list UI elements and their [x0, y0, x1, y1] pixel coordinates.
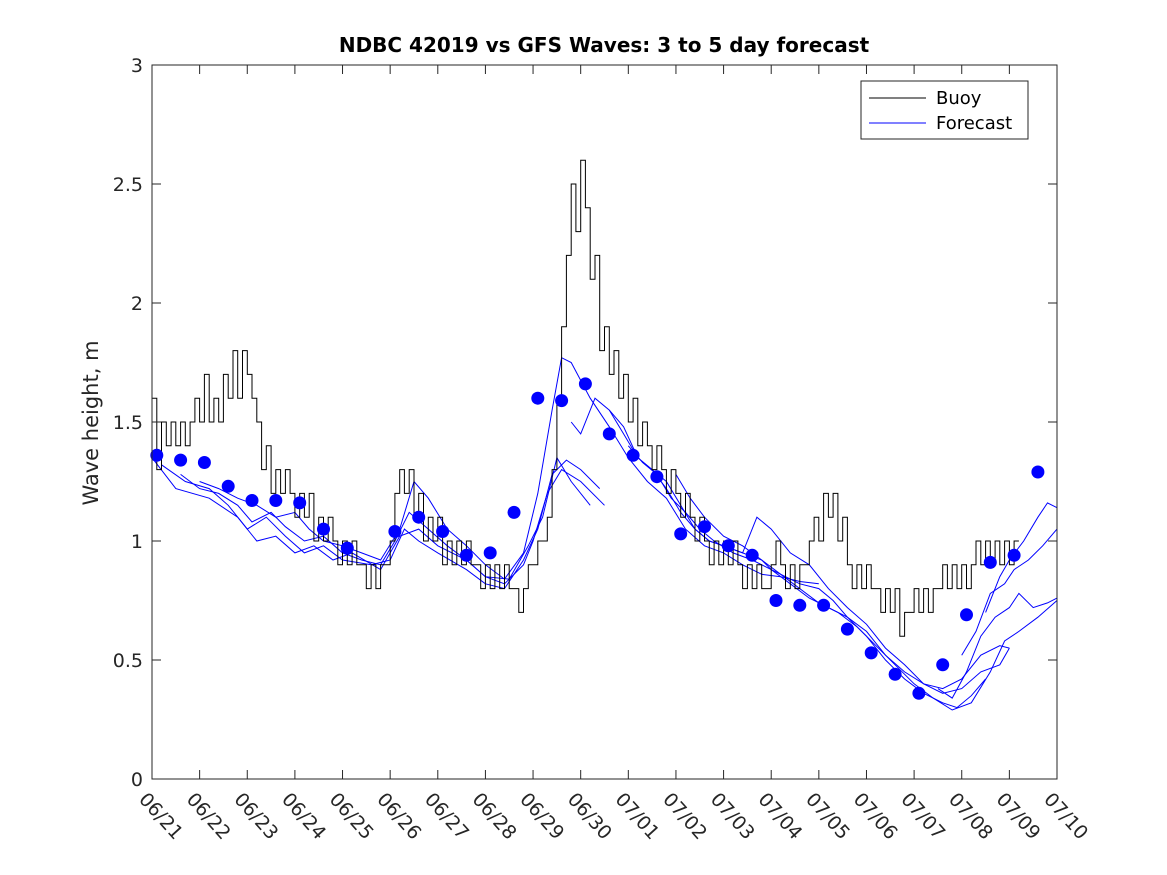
forecast-marker-17 [578, 377, 592, 391]
forecast-marker-10 [412, 510, 426, 524]
forecast-line-9 [961, 528, 1058, 656]
forecast-marker-2 [197, 456, 211, 469]
forecast-marker-9 [388, 525, 402, 538]
data-layer [150, 159, 1058, 711]
forecast-marker-34 [983, 555, 997, 569]
forecast-marker-7 [317, 522, 330, 536]
forecast-marker-14 [507, 505, 521, 519]
forecast-marker-0 [150, 448, 164, 462]
forecast-marker-8 [340, 541, 354, 555]
forecast-line-3 [199, 356, 819, 585]
y-tick-label-0: 0 [131, 769, 143, 791]
forecast-marker-24 [745, 548, 759, 562]
forecast-marker-19 [626, 448, 640, 462]
forecast-marker-1 [174, 453, 188, 467]
forecast-marker-5 [269, 494, 283, 507]
forecast-marker-13 [483, 546, 497, 560]
forecast-line-1 [161, 459, 601, 590]
forecast-marker-21 [674, 527, 688, 541]
forecast-marker-26 [793, 598, 807, 612]
forecast-marker-20 [650, 470, 664, 484]
forecast-marker-3 [221, 479, 235, 493]
forecast-marker-25 [769, 594, 783, 607]
y-axis-label: Wave height, m [79, 340, 103, 505]
chart-title: NDBC 42019 vs GFS Waves: 3 to 5 day fore… [339, 33, 870, 57]
forecast-marker-4 [245, 494, 259, 507]
forecast-marker-30 [888, 667, 902, 681]
forecast-line-10 [985, 502, 1058, 613]
y-tick-label-2: 1 [131, 531, 143, 553]
plot-box [151, 64, 1058, 780]
y-tick-label-4: 2 [131, 293, 143, 315]
legend-forecast-label: Forecast [936, 113, 1012, 134]
legend: Buoy Forecast [860, 80, 1029, 140]
forecast-marker-32 [936, 658, 950, 672]
forecast-marker-11 [436, 525, 450, 538]
forecast-marker-6 [293, 496, 307, 510]
forecast-marker-23 [721, 539, 735, 553]
forecast-marker-22 [698, 520, 711, 534]
forecast-marker-27 [817, 598, 831, 612]
forecast-marker-16 [555, 394, 569, 408]
forecast-marker-28 [840, 622, 854, 636]
buoy-line [152, 159, 1019, 637]
forecast-marker-12 [459, 548, 473, 562]
forecast-marker-15 [531, 391, 545, 405]
forecast-marker-36 [1031, 465, 1045, 479]
forecast-line-8 [937, 592, 1058, 699]
forecast-marker-29 [864, 646, 878, 660]
y-tick-label-1: 0.5 [113, 650, 143, 672]
forecast-line-0 [151, 457, 605, 585]
legend-box [860, 80, 1029, 140]
y-tick-label-6: 3 [131, 55, 143, 77]
forecast-line-2 [180, 456, 591, 580]
legend-buoy-label: Buoy [936, 88, 982, 109]
forecast-marker-31 [912, 686, 926, 700]
y-tick-label-3: 1.5 [113, 412, 143, 434]
plot-area [152, 65, 1057, 779]
forecast-line-4 [570, 397, 986, 709]
forecast-marker-18 [602, 427, 616, 441]
forecast-marker-33 [960, 608, 973, 622]
forecast-marker-35 [1007, 548, 1021, 562]
y-tick-label-5: 2.5 [113, 174, 143, 196]
